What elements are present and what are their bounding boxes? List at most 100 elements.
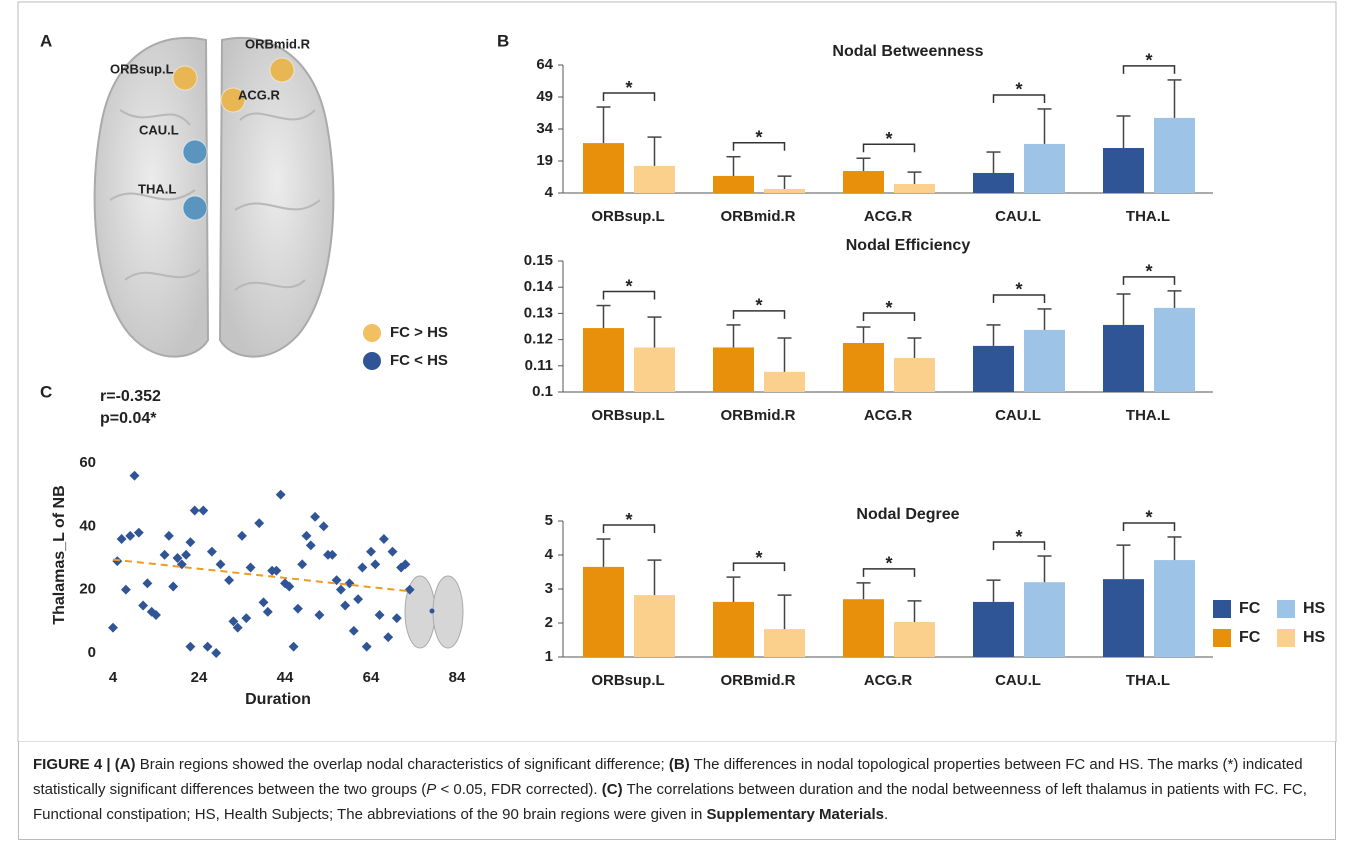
x-tick-label: ORBmid.R [721, 208, 796, 225]
bar [894, 621, 935, 657]
bar [894, 184, 935, 193]
significance-mark: * [1145, 262, 1152, 282]
caption: FIGURE 4 | (A) Brain regions showed the … [18, 742, 1336, 840]
x-tick-label: 4 [109, 669, 118, 686]
significance-bracket [602, 290, 656, 300]
scatter-point [292, 603, 303, 614]
scatter-point [301, 530, 312, 541]
x-tick-label: ACG.R [864, 208, 913, 225]
bar [973, 601, 1014, 657]
bar [1154, 117, 1195, 193]
bar [583, 328, 624, 392]
x-tick-label: ORBsup.L [591, 407, 664, 424]
scatter-point [327, 549, 338, 560]
legend-label: FC > HS [390, 324, 448, 341]
bar [1103, 579, 1144, 657]
significance-bracket [1122, 276, 1176, 285]
caption-segment: The differences in nodal topological pro… [33, 756, 1307, 798]
bar [634, 347, 675, 392]
significance-mark: * [885, 554, 892, 574]
scatter-point [232, 622, 243, 633]
panel-label: A [40, 31, 52, 50]
y-tick-label: 0 [88, 644, 96, 661]
y-tick-label: 40 [79, 517, 96, 534]
x-tick-label: 64 [363, 669, 380, 686]
scatter-point [206, 546, 217, 557]
x-axis-title: Duration [245, 691, 311, 708]
caption-segment: Brain regions showed the overlap nodal c… [135, 756, 669, 773]
brain-inset [404, 575, 464, 649]
scatter-point [172, 553, 183, 563]
legend-label: FC [1239, 600, 1261, 617]
significance-mark: * [755, 296, 762, 316]
scatter-point [198, 505, 209, 516]
x-tick-label: CAU.L [995, 407, 1041, 424]
significance-bracket [862, 143, 916, 153]
significance-mark: * [1015, 280, 1022, 300]
brain-node-label: ORBsup.L [110, 61, 174, 76]
panel-label: C [40, 382, 52, 401]
trend-line [112, 558, 410, 593]
scatter-point [237, 530, 247, 541]
significance-bracket [732, 310, 786, 319]
x-tick-label: CAU.L [995, 672, 1041, 689]
scatter-point [361, 641, 372, 652]
y-tick-label: 4 [545, 546, 554, 563]
brain-node-label: CAU.L [139, 122, 179, 137]
y-axis-title: Thalamas_L of NB [51, 485, 68, 624]
x-tick-label: THA.L [1126, 407, 1170, 424]
scatter-point [370, 559, 381, 570]
bar [713, 601, 754, 657]
bar [843, 599, 884, 657]
bar [843, 343, 884, 392]
caption-segment: The correlations between duration and th… [33, 781, 1312, 823]
scatter-point [215, 559, 226, 570]
scatter-point [254, 518, 265, 529]
significance-mark: * [1145, 508, 1152, 528]
bar [583, 566, 624, 657]
legend-label: HS [1303, 600, 1326, 617]
scatter-point [374, 610, 385, 620]
x-tick-label: 44 [277, 669, 294, 686]
caption-segment: Supplementary Materials [706, 806, 885, 823]
x-tick-label: ORBsup.L [591, 208, 664, 225]
brain-node [172, 65, 198, 91]
scatter-point [314, 610, 325, 620]
bar [1024, 582, 1065, 657]
scatter-point [245, 562, 256, 573]
scatter-point [378, 534, 389, 544]
y-tick-label: 0.1 [532, 383, 553, 400]
bar [973, 172, 1014, 193]
bar [1103, 147, 1144, 193]
x-tick-label: THA.L [1126, 672, 1170, 689]
scatter-point [228, 616, 239, 627]
bar [713, 347, 754, 392]
brain-node [269, 57, 295, 83]
legend-swatch [1277, 600, 1295, 618]
panel-label: B [497, 31, 509, 50]
bar [764, 629, 805, 657]
legend-swatch [363, 324, 381, 342]
scatter-point [366, 546, 376, 557]
bar [634, 595, 675, 657]
scatter-point [391, 613, 402, 624]
bar [1024, 329, 1065, 392]
x-tick-label: ACG.R [864, 407, 913, 424]
legend-label: HS [1303, 629, 1326, 646]
stat-annotation: p=0.04* [100, 410, 157, 427]
scatter-point [159, 549, 170, 560]
bar [1154, 307, 1195, 392]
significance-mark: * [1015, 80, 1022, 100]
brain-node-label: ORBmid.R [245, 36, 311, 51]
scatter-point [353, 594, 364, 605]
significance-mark: * [625, 276, 632, 296]
scatter-point [297, 559, 308, 570]
scatter-point [142, 578, 153, 589]
x-tick-label: ORBmid.R [721, 407, 796, 424]
x-tick-label: 24 [191, 669, 208, 686]
figure: A B C ORBsup.L ORBmid.R ACG.R CAU.L THA.L FC > H… [17, 1, 1337, 742]
significance-bracket [1122, 65, 1176, 74]
bar [583, 143, 624, 193]
caption-segment: . [884, 806, 889, 823]
y-tick-label: 60 [79, 454, 96, 471]
